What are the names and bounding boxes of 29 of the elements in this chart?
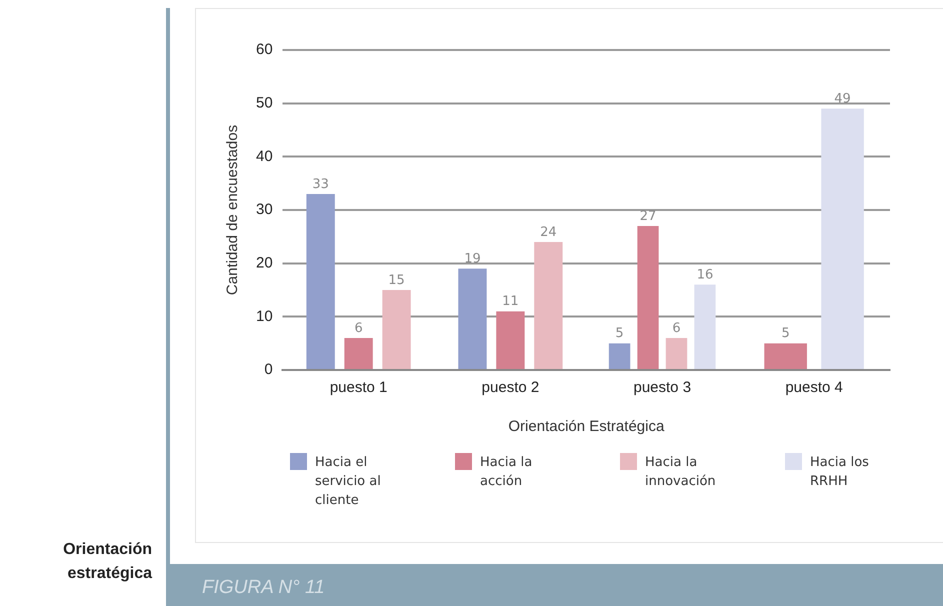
y-tick-label: 40 (256, 148, 273, 165)
text: Orientación estratégica (62, 540, 152, 584)
data-label: 6 (354, 320, 363, 336)
data-label: 24 (540, 224, 557, 240)
data-label: 33 (312, 176, 329, 192)
y-tick-label: 30 (256, 201, 273, 218)
x-tick-label: puesto 4 (785, 379, 843, 396)
x-tick-label: puesto 1 (330, 379, 388, 396)
x-tick-label: puesto 3 (633, 379, 692, 396)
y-tick-label: 50 (256, 94, 273, 112)
data-label: 5 (615, 326, 624, 342)
data-label: 15 (388, 272, 405, 288)
x-axis-title: Orientación Estratégica (508, 418, 665, 436)
text: FIGURA N° 11 (202, 577, 325, 599)
data-label: 11 (502, 294, 519, 310)
data-label: 27 (640, 208, 656, 224)
legend-label: Hacia la acción (480, 454, 534, 491)
y-tick-label: 0 (264, 361, 273, 378)
legend-label: Hacia el servicio al cliente (315, 454, 382, 510)
legend-label: Hacia los RRHH (810, 454, 870, 491)
y-tick-label: 10 (256, 308, 273, 325)
y-tick-label: 60 (256, 41, 273, 58)
data-label: 16 (696, 268, 714, 283)
y-axis-title: Cantidad de encuestados (224, 124, 242, 296)
x-tick-label: puesto 2 (482, 379, 540, 396)
legend-label: Hacia la innovación (645, 454, 717, 491)
data-label: 5 (781, 326, 790, 342)
y-tick-label: 20 (256, 254, 273, 272)
data-label: 6 (672, 320, 681, 336)
